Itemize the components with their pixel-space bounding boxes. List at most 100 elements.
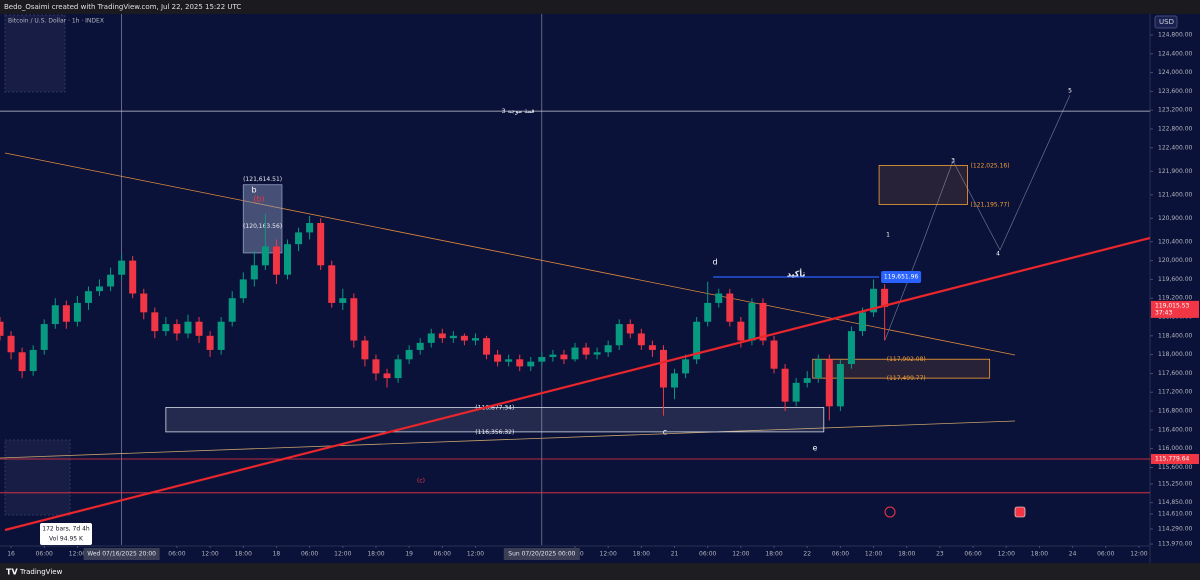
candle-body (261, 246, 269, 266)
range-box (4, 14, 66, 93)
candle-body (73, 302, 81, 322)
x-tick-label: 18:00 (367, 551, 384, 558)
candle-body (494, 354, 502, 362)
candle-body (7, 335, 15, 353)
candle-body (239, 279, 247, 299)
candle-body (792, 382, 800, 402)
zone-bottom-label: (121,195.77) (971, 201, 1010, 208)
wave-label: c (663, 428, 667, 437)
candle-body (317, 223, 325, 266)
x-tick-label: 12:00 (467, 551, 484, 558)
candle-body (372, 359, 380, 374)
candle-body (538, 356, 546, 362)
candle-body (659, 349, 667, 388)
x-tick-label: 18:00 (898, 551, 915, 558)
candle-body (18, 352, 26, 372)
zone-bottom-label: (117,499.77) (887, 375, 926, 382)
x-tick-label: 12:00 (732, 551, 749, 558)
x-tick-label: 12:00 (201, 551, 218, 558)
y-tick-label: 123,600.00 (1158, 88, 1193, 95)
x-tick-label: 12:00 (334, 551, 351, 558)
candle-body (881, 288, 889, 307)
y-tick-label: 124,000.00 (1158, 69, 1193, 76)
y-tick-label: 114,850.00 (1158, 499, 1193, 506)
wave-label: 4 (996, 251, 1000, 258)
marks: (121,614.51) (120,163.56) (116,877.34) (116… (0, 14, 1150, 545)
y-tick-label: 118,000.00 (1158, 351, 1193, 358)
candle-body (770, 340, 778, 369)
crosshair-label: Sun 07/20/2025 00:00 (508, 551, 575, 558)
zone (165, 406, 825, 433)
candle-body (394, 359, 402, 379)
event-icon[interactable] (884, 506, 896, 518)
y-tick-label: 120,900.00 (1158, 215, 1193, 222)
candle-body (51, 305, 59, 325)
x-tick-label: 12:00 (998, 551, 1015, 558)
candle-body (383, 373, 391, 379)
event-icon[interactable] (1014, 506, 1026, 518)
trend-line (4, 236, 1151, 532)
x-tick-label: 18:00 (633, 551, 650, 558)
x-tick-label: 06:00 (1097, 551, 1114, 558)
currency: USD (1159, 18, 1174, 26)
y-tick-label: 119,200.00 (1158, 295, 1193, 302)
x-tick-label: 12:00 (1130, 551, 1147, 558)
last-price-label: 119,015.53 (1155, 302, 1190, 309)
y-tick-label: 117,600.00 (1158, 370, 1193, 377)
y-tick-label: 120,000.00 (1158, 257, 1193, 264)
measure-bars: 172 bars, 7d 4h (42, 526, 90, 533)
candle-body (228, 298, 236, 322)
y-tick-label: 121,400.00 (1158, 191, 1193, 198)
credit: Bedo_Osaimi created with TradingView.com… (4, 3, 241, 11)
level-tag (881, 270, 922, 283)
candle-body (84, 291, 92, 303)
y-tick-label: 123,200.00 (1158, 107, 1193, 114)
axis-tag (1151, 453, 1199, 464)
candle-body (825, 359, 833, 407)
wave-label: e (813, 444, 818, 453)
trend-line (0, 420, 1016, 459)
candle-body (626, 324, 634, 334)
axis-tag-label: 115,779.64 (1155, 455, 1190, 462)
candle-body (405, 349, 413, 360)
candle-body (781, 368, 789, 402)
candle-body (704, 302, 712, 322)
candle-body (217, 321, 225, 350)
candle-body (449, 335, 457, 339)
candle-body (427, 333, 435, 343)
candle-body (560, 354, 568, 360)
y-tick-label: 114,610.00 (1158, 510, 1193, 517)
candle-body (648, 345, 656, 350)
candle-body (328, 265, 336, 303)
wave-label: d (712, 258, 717, 267)
y-tick-label: 117,200.00 (1158, 389, 1193, 396)
x-tick-label: 18 (273, 551, 281, 558)
x-tick-label: 06:00 (699, 551, 716, 558)
candle-body (151, 312, 159, 332)
brand-logo: TV (6, 568, 18, 577)
candle-body (737, 321, 745, 341)
candle-body (748, 302, 756, 341)
y-tick-label: 113,970.00 (1158, 541, 1193, 548)
crosshair-label: Wed 07/16/2025 20:00 (87, 551, 156, 558)
candle-body (549, 354, 557, 357)
x-tick-label: 23 (936, 551, 944, 558)
zone-top-label: (116,877.34) (475, 404, 514, 411)
candle-body (284, 244, 291, 275)
candle-body (162, 324, 170, 332)
candle-body (460, 335, 468, 341)
x-tick-label: 12:00 (600, 551, 617, 558)
x-tick-label: 12:00 (69, 551, 86, 558)
y-tick-label: 124,400.00 (1158, 50, 1193, 57)
candle-body (604, 345, 612, 353)
candle-body (129, 260, 137, 294)
countdown: 37:43 (1155, 309, 1172, 316)
measure-box (40, 523, 92, 545)
x-tick-label: 06:00 (964, 551, 981, 558)
wave-label: 5 (1068, 88, 1072, 95)
x-tick-label: 06:00 (301, 551, 318, 558)
wave-label: (b) (253, 195, 264, 204)
y-tick-label: 115,250.00 (1158, 480, 1193, 487)
x-tick-label: 06:00 (36, 551, 53, 558)
